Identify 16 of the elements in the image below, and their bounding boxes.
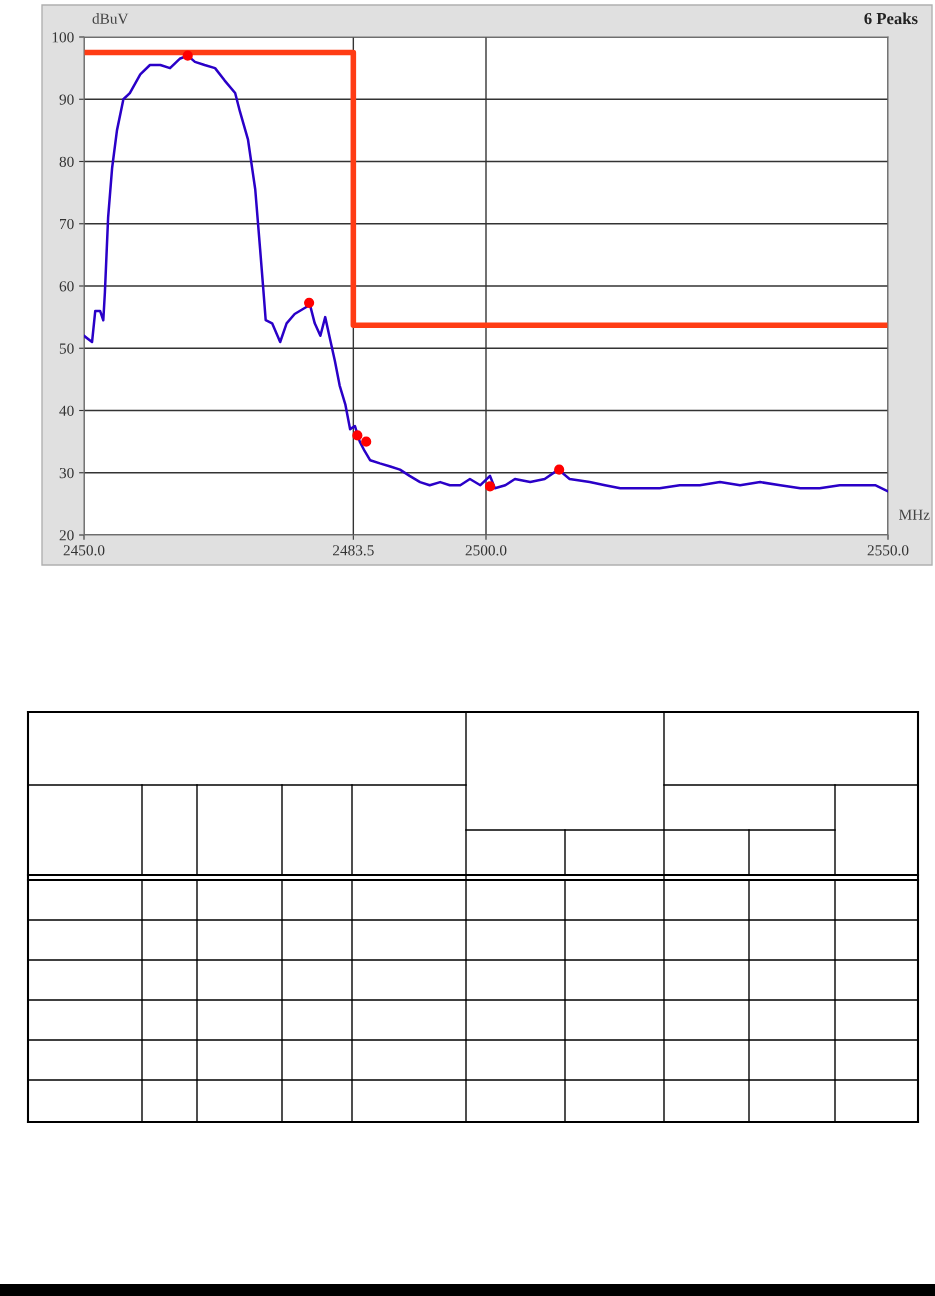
x-tick-label: 2500.0 [465, 545, 507, 556]
y-tick-label: 80 [59, 156, 74, 167]
y-tick-label: 20 [59, 530, 74, 541]
y-axis-title: dBuV [92, 13, 129, 24]
y-tick-label: 60 [59, 281, 74, 292]
x-tick-label: 2550.0 [867, 545, 909, 556]
x-tick-label: 2450.0 [63, 545, 105, 556]
y-tick-label: 70 [60, 218, 74, 230]
y-tick-label: 90 [59, 94, 74, 105]
y-tick-label: 40 [59, 405, 74, 416]
y-tick-label: 50 [59, 343, 74, 354]
x-tick-label: 2483.5 [333, 545, 374, 556]
y-tick-label: 30 [59, 467, 74, 479]
x-axis-title: MHz [899, 509, 930, 520]
text: 6 Peaks [864, 12, 918, 25]
y-tick-label: 100 [52, 32, 74, 43]
